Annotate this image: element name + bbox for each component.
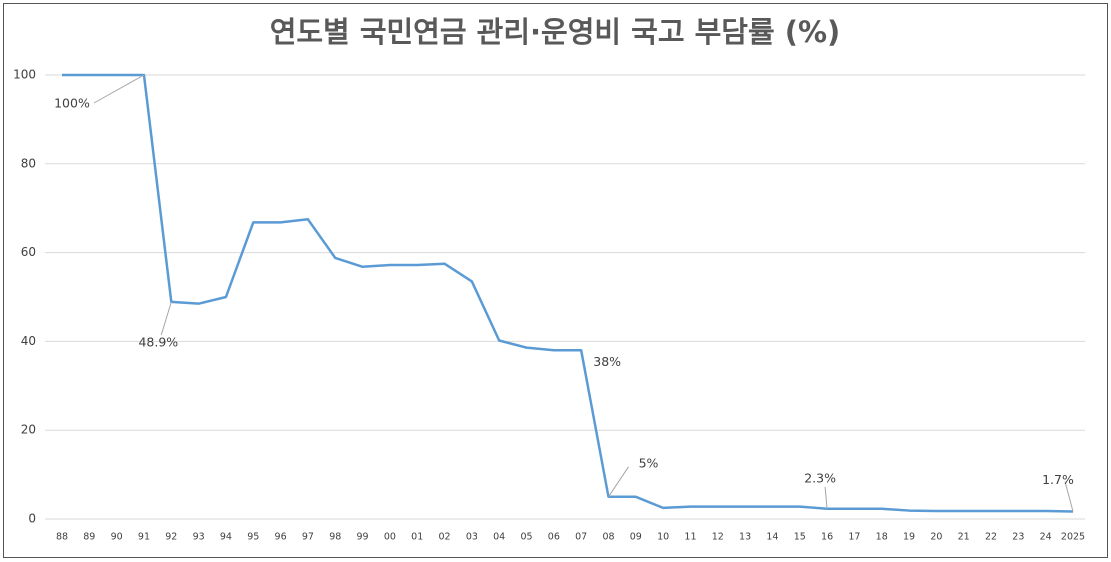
x-tick-label: 90 [111,532,123,543]
x-tick-label: 92 [165,532,177,543]
x-tick-label: 20 [930,532,942,543]
leader-line [160,301,172,336]
x-tick-label: 05 [520,532,532,543]
leader-line [93,74,145,104]
chart-frame [3,3,1108,558]
x-tick-label: 15 [794,532,806,543]
x-tick-label: 97 [302,532,314,543]
y-tick-label: 60 [21,245,36,259]
x-tick-label: 12 [712,532,724,543]
line-series [62,73,1074,513]
data-label: 5% [639,455,659,470]
x-tick-label: 88 [56,532,68,543]
x-tick-label: 00 [384,532,396,543]
x-tick-label: 91 [138,532,150,543]
x-tick-label: 99 [357,532,369,543]
x-tick-label: 23 [1012,532,1024,543]
data-label: 48.9% [138,334,178,349]
x-tick-label: 03 [466,532,478,543]
x-tick-label: 10 [657,532,669,543]
x-tick-label: 08 [602,532,614,543]
x-tick-label: 21 [958,532,970,543]
data-label: 2.3% [804,470,836,485]
chart-title: 연도별 국민연금 관리·운영비 국고 부담률 (%) [270,15,841,49]
x-tick-label: 14 [766,532,778,543]
x-tick-label: 07 [575,532,587,543]
x-tick-label: 96 [275,532,287,543]
x-tick-label: 18 [876,532,888,543]
x-tick-label: 24 [1040,532,1052,543]
x-tick-label: 98 [329,532,341,543]
data-label: 100% [54,96,90,111]
x-tick-label: 89 [83,532,95,543]
x-tick-label: 19 [903,532,915,543]
x-tick-label: 16 [821,532,833,543]
x-tick-label: 22 [985,532,997,543]
y-tick-label: 40 [21,334,36,348]
x-tick-label: 95 [247,532,259,543]
leader-line [824,486,828,509]
x-tick-label: 17 [848,532,860,543]
x-tick-label: 2025 [1061,532,1085,543]
x-tick-label: 11 [684,532,696,543]
y-tick-label: 20 [21,423,36,437]
x-tick-label: 09 [630,532,642,543]
x-tick-label: 93 [193,532,205,543]
data-label: 38% [593,354,621,369]
leader-line [608,466,629,498]
y-tick-label: 100 [13,68,36,82]
x-tick-label: 06 [548,532,560,543]
y-tick-label: 80 [21,156,36,170]
x-tick-label: 94 [220,532,232,543]
data-label: 1.7% [1042,472,1074,487]
leader-line [1064,481,1074,512]
x-tick-label: 01 [411,532,423,543]
x-tick-label: 04 [493,532,505,543]
x-tick-label: 13 [739,532,751,543]
y-tick-label: 0 [28,512,36,526]
x-tick-label: 02 [438,532,450,543]
